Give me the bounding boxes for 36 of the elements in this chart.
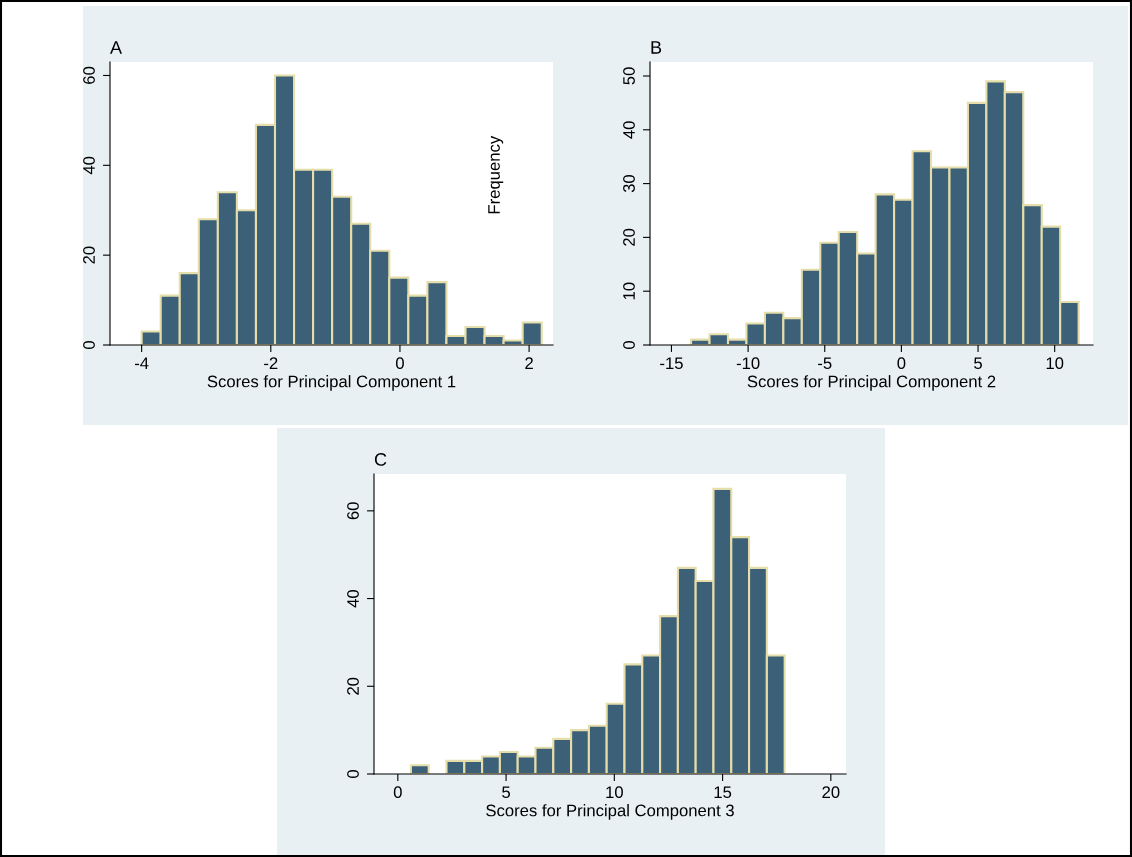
x-tick-label: 2 bbox=[525, 357, 533, 369]
x-tick-label: 5 bbox=[974, 357, 982, 370]
y-tick-label: 20 bbox=[83, 246, 95, 264]
x-tick-label: -15 bbox=[660, 357, 683, 370]
chart-title: C bbox=[374, 453, 387, 466]
y-tick-label: 40 bbox=[83, 156, 95, 175]
y-tick-label: 0 bbox=[347, 770, 359, 778]
y-tick-label: 30 bbox=[623, 174, 635, 193]
y-tick-label: 50 bbox=[623, 67, 635, 85]
y-tick-label: 20 bbox=[623, 228, 635, 246]
x-tick-label: -2 bbox=[264, 357, 278, 369]
y-tick-label: 40 bbox=[347, 589, 359, 608]
x-tick-label: 10 bbox=[606, 786, 623, 799]
x-tick-label: 0 bbox=[393, 786, 402, 799]
x-axis-title: Scores for Principal Component 1 bbox=[207, 375, 456, 391]
y-tick-label: 0 bbox=[623, 341, 635, 349]
x-axis-title: Scores for Principal Component 2 bbox=[747, 375, 996, 391]
x-tick-label: 0 bbox=[395, 357, 404, 370]
x-tick-label: 20 bbox=[822, 786, 840, 799]
x-tick-label: -5 bbox=[818, 357, 832, 370]
y-tick-label: 20 bbox=[347, 677, 359, 695]
x-tick-label: 5 bbox=[502, 786, 511, 799]
x-tick-label: 15 bbox=[714, 786, 732, 799]
y-tick-label: 10 bbox=[623, 282, 635, 300]
x-axis-title: Scores for Principal Component 3 bbox=[486, 804, 734, 820]
y-tick-label: 0 bbox=[83, 341, 95, 349]
y-tick-label: 60 bbox=[83, 66, 95, 84]
chart-title: B bbox=[651, 41, 662, 54]
y-tick-label: 40 bbox=[623, 121, 635, 139]
x-tick-label: -10 bbox=[736, 357, 760, 370]
x-tick-label: 0 bbox=[897, 357, 906, 370]
x-tick-label: -4 bbox=[134, 357, 149, 369]
chart-title: A bbox=[110, 41, 123, 54]
annotation: Frequency bbox=[488, 135, 504, 214]
x-tick-label: 10 bbox=[1046, 357, 1064, 370]
y-tick-label: 60 bbox=[347, 502, 359, 520]
